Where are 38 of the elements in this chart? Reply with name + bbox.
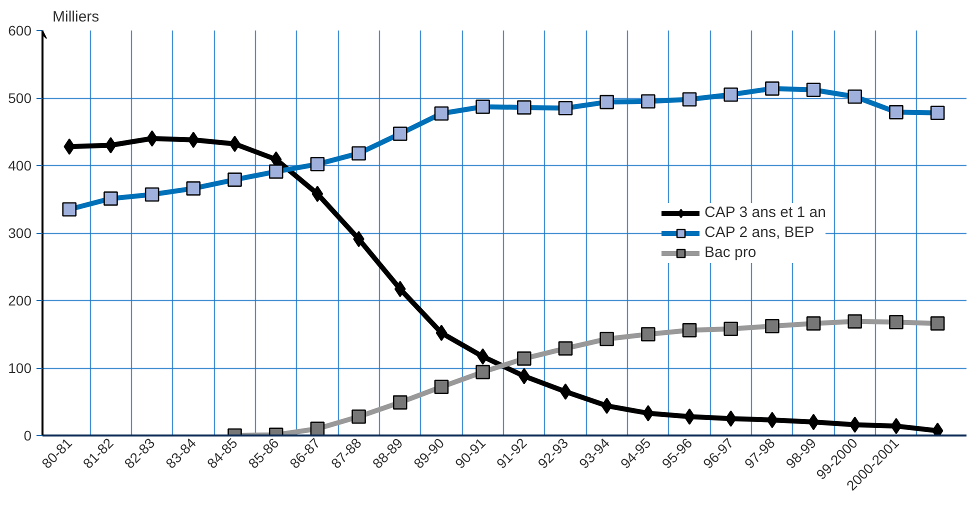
point: [889, 314, 904, 330]
point: [808, 414, 820, 430]
point: [682, 323, 697, 338]
y-tick-label: 200: [8, 292, 32, 308]
point: [146, 130, 158, 147]
point: [352, 409, 366, 424]
point: [558, 341, 573, 356]
legend-label: CAP 3 ans et 1 an: [704, 204, 826, 221]
y-tick-label: 100: [8, 360, 32, 376]
point: [806, 316, 821, 331]
point: [849, 416, 861, 433]
point: [516, 351, 532, 366]
point: [312, 186, 324, 202]
point: [765, 319, 780, 334]
point: [560, 383, 572, 400]
point: [476, 364, 490, 380]
point: [434, 380, 449, 394]
point: [684, 408, 696, 425]
legend-label: Bac pro: [704, 244, 756, 261]
point: [641, 327, 656, 342]
y-tick-label: 500: [8, 90, 32, 106]
y-tick-label: 0: [24, 428, 32, 444]
y-tick-label: 400: [8, 158, 32, 174]
point: [848, 314, 862, 329]
point: [310, 422, 325, 436]
point: [518, 368, 530, 384]
y-axis-title: Milliers: [52, 8, 100, 26]
point: [392, 395, 408, 410]
point: [188, 132, 200, 148]
legend-label: CAP 2 ans, BEP: [704, 224, 814, 241]
point: [600, 332, 614, 346]
point: [930, 316, 945, 331]
point: [64, 138, 76, 155]
y-tick-label: 300: [8, 225, 32, 241]
point: [724, 322, 738, 336]
point: [394, 280, 406, 298]
point: [436, 324, 448, 342]
y-tick-label: 600: [8, 22, 32, 38]
